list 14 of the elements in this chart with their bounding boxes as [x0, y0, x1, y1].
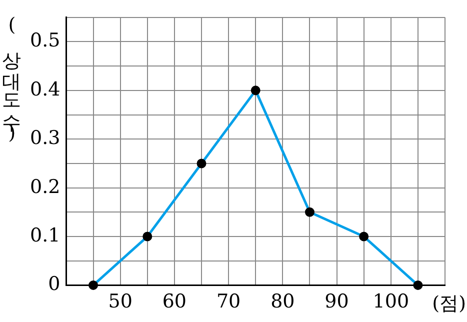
- x-tick-label: 90: [324, 290, 349, 313]
- x-tick-label: 50: [108, 290, 132, 313]
- y-tick-label: 0.1: [30, 224, 60, 246]
- y-tick-label: 0.4: [30, 78, 60, 100]
- x-tick-label: 80: [270, 290, 295, 313]
- x-tick-label: 100: [372, 290, 410, 313]
- y-axis-title: (상대도수): [0, 14, 24, 146]
- y-tick-label: 0.5: [30, 30, 60, 52]
- x-tick-label: 70: [216, 290, 241, 313]
- y-tick-label: 0.2: [30, 176, 60, 198]
- y-tick-label: 0.3: [30, 127, 60, 150]
- x-tick-label: 60: [162, 290, 187, 313]
- x-axis-title: (점): [432, 292, 466, 315]
- y-tick-label: 0: [48, 273, 60, 296]
